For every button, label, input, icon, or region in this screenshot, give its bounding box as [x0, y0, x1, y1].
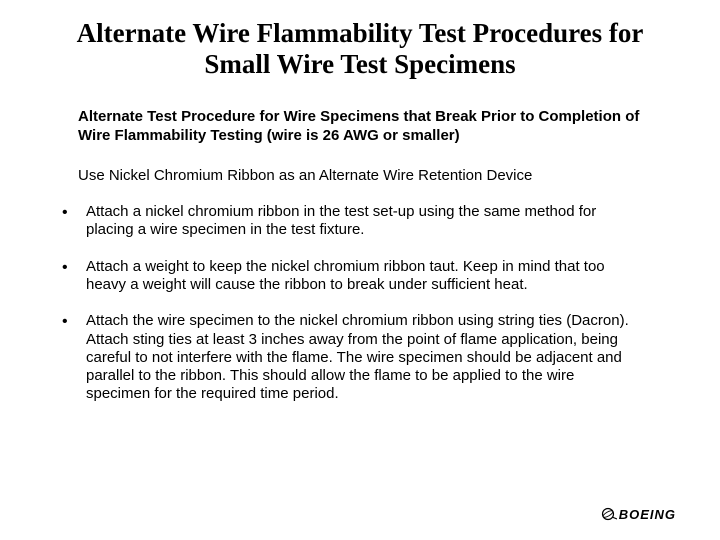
bullet-icon: •: [56, 258, 86, 276]
bullet-text: Attach the wire specimen to the nickel c…: [86, 312, 642, 403]
slide-title: Alternate Wire Flammability Test Procedu…: [56, 18, 664, 80]
bullet-text: Attach a nickel chromium ribbon in the t…: [86, 203, 642, 240]
list-item: • Attach a weight to keep the nickel chr…: [56, 258, 642, 295]
bullet-icon: •: [56, 312, 86, 330]
bullet-icon: •: [56, 203, 86, 221]
boeing-logo: BOEING: [601, 506, 676, 522]
list-item: • Attach the wire specimen to the nickel…: [56, 312, 642, 403]
list-item: • Attach a nickel chromium ribbon in the…: [56, 203, 642, 240]
bullet-text: Attach a weight to keep the nickel chrom…: [86, 258, 642, 295]
slide-subtitle: Alternate Test Procedure for Wire Specim…: [78, 108, 642, 146]
slide-intro: Use Nickel Chromium Ribbon as an Alterna…: [78, 166, 642, 186]
bullet-list: • Attach a nickel chromium ribbon in the…: [56, 203, 642, 404]
boeing-logo-icon: [601, 506, 617, 522]
slide-content: Alternate Wire Flammability Test Procedu…: [0, 0, 720, 404]
boeing-logo-text: BOEING: [619, 507, 676, 522]
